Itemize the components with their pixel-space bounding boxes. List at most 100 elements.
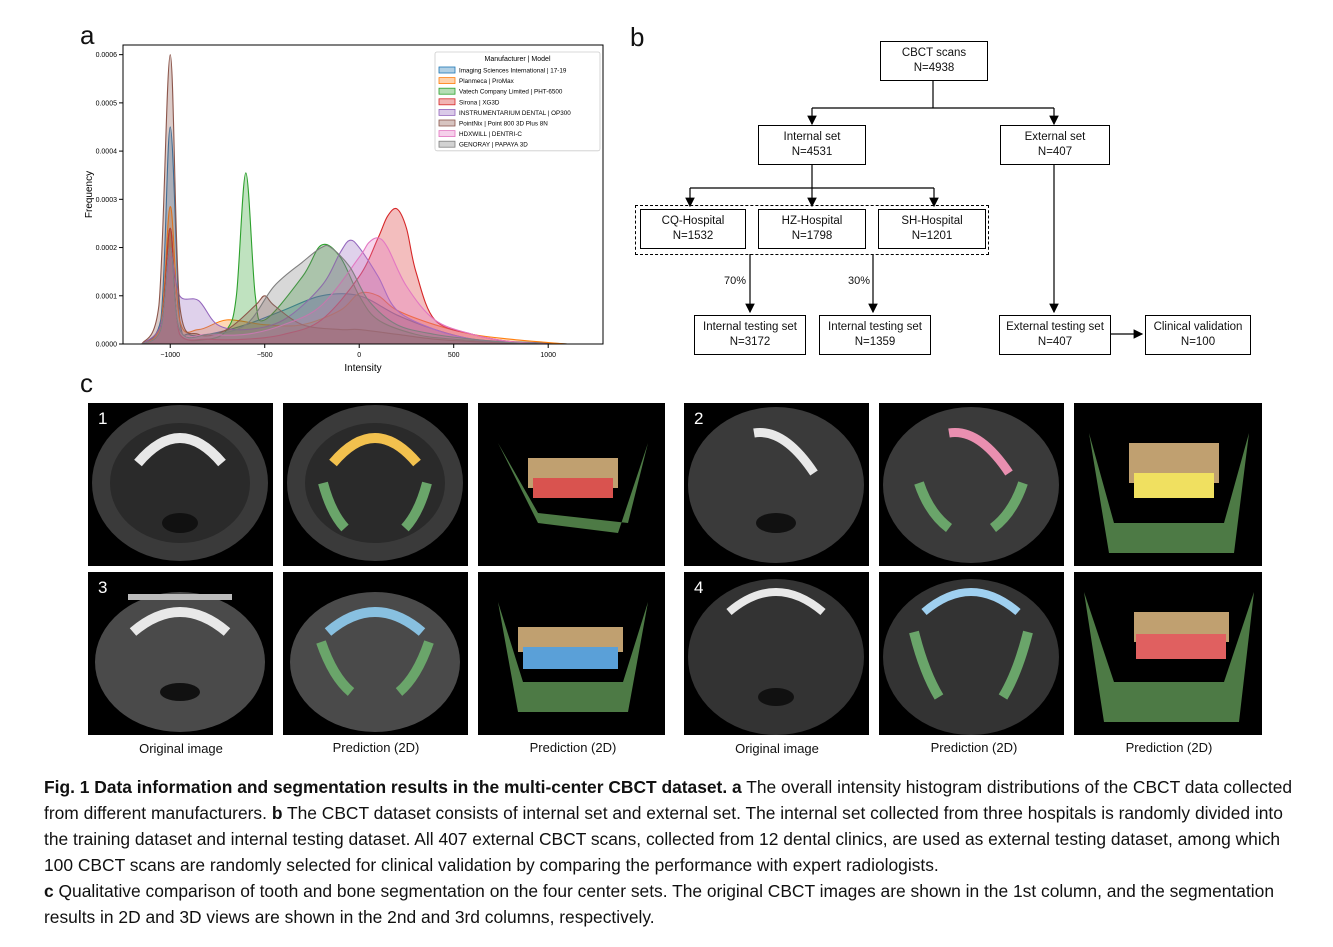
chart-series-group xyxy=(140,54,568,345)
flow-node-external: External set N=407 xyxy=(1000,125,1110,165)
legend-swatch xyxy=(438,87,456,95)
caption-c-text: Qualitative comparison of tooth and bone… xyxy=(44,881,1274,927)
caption-a-label: a xyxy=(732,777,742,797)
panel-letter-b: b xyxy=(630,22,645,52)
flow-node-title: CQ-Hospital xyxy=(661,215,725,227)
y-tick-label: 0.0001 xyxy=(96,293,118,300)
kde-series-area xyxy=(140,239,549,345)
flow-node-title: External testing set xyxy=(1006,321,1104,333)
ct-original-image-4: 4 xyxy=(684,572,869,735)
flow-node-hz-hospital: HZ-Hospital N=1798 xyxy=(758,209,866,249)
panel-letter-c: c xyxy=(80,368,93,398)
plot-frame xyxy=(122,44,604,345)
flow-node-count: N=4531 xyxy=(791,146,833,158)
y-tick-label: 0.0003 xyxy=(96,197,118,204)
flow-node-count: N=1201 xyxy=(911,230,953,242)
legend-entry: GENORAY | PAPAYA 3D xyxy=(459,142,528,149)
legend-entry: Imaging Sciences International | 17-19 xyxy=(459,68,567,75)
legend-swatch xyxy=(438,98,456,106)
flow-node-title: CBCT scans xyxy=(901,47,967,59)
flow-node-count: N=3172 xyxy=(729,336,771,348)
tile-number: 1 xyxy=(98,409,108,428)
y-tick-label: 0.0005 xyxy=(96,100,118,107)
flow-node-title: SH-Hospital xyxy=(901,215,963,227)
flow-node-title: Internal testing set xyxy=(703,321,797,333)
tile-number: 3 xyxy=(98,578,108,597)
y-tick-label: 0.0004 xyxy=(96,149,118,156)
column-label: Prediction (2D) xyxy=(1125,740,1213,755)
x-tick-label: 500 xyxy=(448,352,460,359)
tile-number: 4 xyxy=(694,578,704,597)
ct-original-image-1: 1 xyxy=(88,403,273,566)
caption-b-label: b xyxy=(271,803,283,823)
flow-node-sh-hospital: SH-Hospital N=1201 xyxy=(878,209,986,249)
ct-prediction-3d-4 xyxy=(1074,572,1262,735)
caption-c-label: c xyxy=(44,881,54,901)
legend-swatch xyxy=(438,109,456,116)
tile-number: 2 xyxy=(694,409,704,428)
caption-fig-title: Data information and segmentation result… xyxy=(94,777,728,797)
ct-prediction-2d-3 xyxy=(283,572,468,735)
column-label: Original image xyxy=(735,741,819,756)
split-label-30: 30% xyxy=(848,275,871,287)
ct-prediction-2d-4 xyxy=(879,572,1064,735)
panel-letter-a: a xyxy=(80,20,95,50)
legend-entry: INSTRUMENTARIUM DENTAL | OP300 xyxy=(459,110,571,117)
ct-prediction-2d-1 xyxy=(283,403,468,566)
y-tick-label: 0.0006 xyxy=(96,52,118,59)
x-tick-label: 1000 xyxy=(540,352,556,359)
x-axis-label: Intensity xyxy=(344,363,381,373)
flow-node-count: N=4938 xyxy=(913,62,955,74)
legend-swatch xyxy=(438,140,456,148)
legend-entry: HDXWILL | DENTRI-C xyxy=(459,131,522,138)
column-label: Original image xyxy=(139,741,223,756)
ct-prediction-3d-2 xyxy=(1074,403,1262,566)
legend-entry: Planmeca | ProMax xyxy=(459,78,515,85)
flow-node-cq-hospital: CQ-Hospital N=1532 xyxy=(640,209,746,249)
flow-node-title: Internal testing set xyxy=(828,321,922,333)
flow-node-count: N=407 xyxy=(1037,336,1073,348)
flowchart-connectors xyxy=(685,80,1144,339)
legend-swatch xyxy=(438,77,456,84)
column-label: Prediction (2D) xyxy=(529,740,617,755)
hospital-group-outline xyxy=(635,205,989,255)
legend-entry: Sirona | XG3D xyxy=(459,99,500,106)
y-tick-label: 0.0002 xyxy=(96,245,118,252)
flow-node-internal: Internal set N=4531 xyxy=(758,125,866,165)
flow-node-clinical-validation: Clinical validation N=100 xyxy=(1145,315,1251,355)
intensity-histogram-chart: −1000 −500 0 500 1000 0.0000 0.0001 0.0002 0.000… xyxy=(84,44,604,373)
column-label: Prediction (2D) xyxy=(930,740,1018,755)
x-tick-label: −500 xyxy=(257,352,273,359)
split-label-70: 70% xyxy=(724,275,747,287)
figure-caption: Fig. 1 Data information and segmentation… xyxy=(44,774,1306,930)
kde-series-area xyxy=(140,206,568,345)
flow-node-count: N=1532 xyxy=(672,230,714,242)
legend-swatch xyxy=(438,66,456,74)
flow-node-count: N=100 xyxy=(1180,336,1216,348)
flow-node-external-test: External testing set N=407 xyxy=(999,315,1111,355)
legend-entry: PointNix | Point 800 3D Plus 8N xyxy=(459,121,548,128)
chart-legend: Manufacturer | Model Imaging Sciences Int… xyxy=(434,51,601,152)
flow-node-title: HZ-Hospital xyxy=(781,215,843,227)
legend-entry: Vatech Company Limited | PHT-6500 xyxy=(459,89,563,96)
legend-swatch xyxy=(438,130,456,137)
legend-swatch xyxy=(438,119,456,127)
x-tick-label: 0 xyxy=(357,352,361,359)
flow-node-cbct: CBCT scans N=4938 xyxy=(880,41,988,81)
column-label: Prediction (2D) xyxy=(332,740,420,755)
caption-b-text: The CBCT dataset consists of internal se… xyxy=(44,803,1283,875)
ct-prediction-3d-1 xyxy=(478,403,665,566)
ct-prediction-3d-3 xyxy=(478,572,665,735)
y-tick-label: 0.0000 xyxy=(96,342,118,349)
flow-node-title: Internal set xyxy=(783,131,841,143)
chart-axes: −1000 −500 0 500 1000 0.0000 0.0001 0.0002 0.000… xyxy=(84,44,604,373)
flow-node-title: Clinical validation xyxy=(1153,321,1243,333)
y-axis-label: Frequency xyxy=(84,171,95,218)
x-tick-label: −1000 xyxy=(160,352,180,359)
legend-title: Manufacturer | Model xyxy=(484,56,550,63)
ct-original-image-3: 3 xyxy=(88,572,273,735)
flow-node-count: N=1798 xyxy=(791,230,833,242)
ct-prediction-2d-2 xyxy=(879,403,1064,566)
caption-a-text: The overall intensity histogram distribu… xyxy=(44,777,1293,823)
flow-node-count: N=1359 xyxy=(854,336,896,348)
